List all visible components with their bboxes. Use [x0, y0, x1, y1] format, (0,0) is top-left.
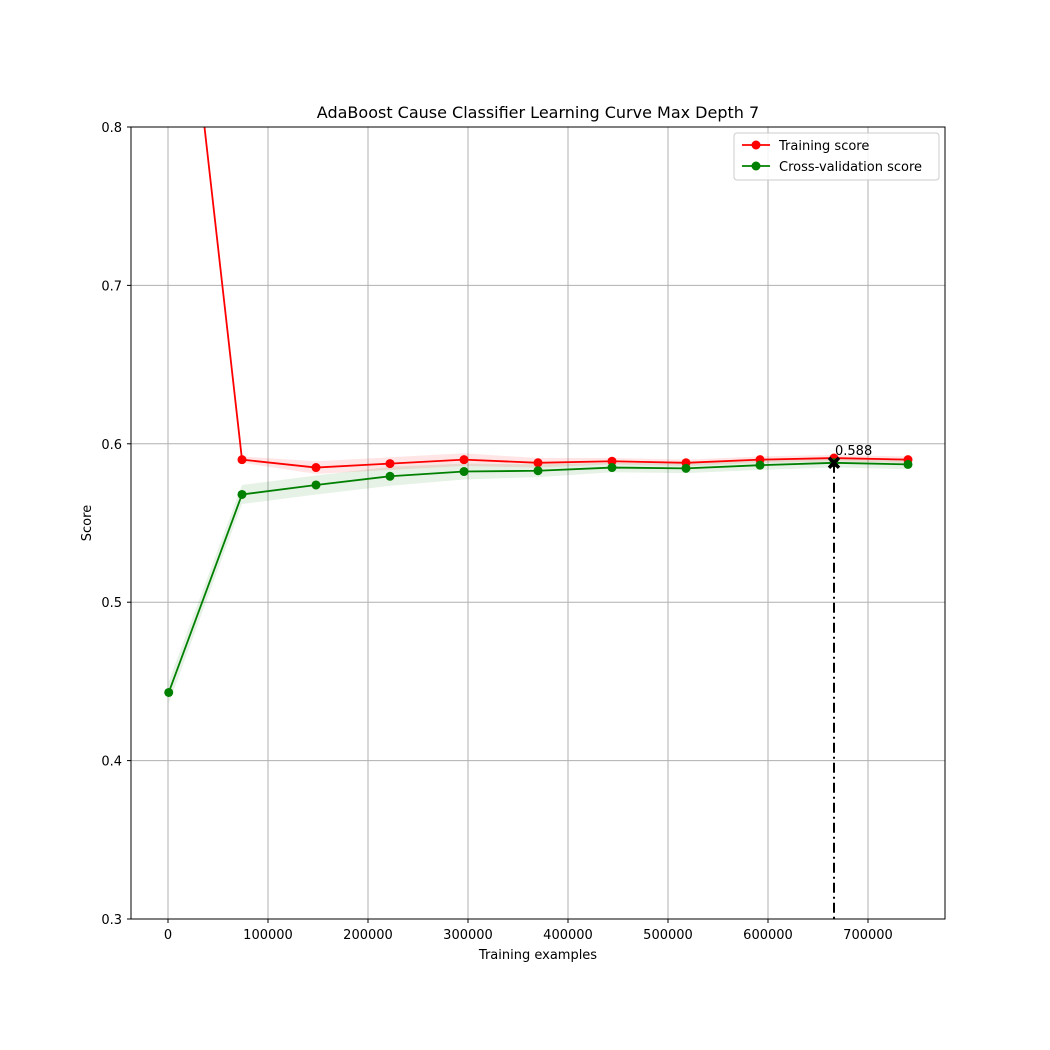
- training-score-point: [459, 455, 469, 465]
- cross-validation-score-point: [755, 460, 765, 470]
- cross-validation-score-point: [237, 489, 247, 499]
- x-tick-label: 300000: [443, 928, 493, 943]
- legend-box: [733, 132, 940, 181]
- legend-cross-validation-score-swatch-marker: [751, 161, 761, 171]
- training-score-point: [533, 458, 543, 468]
- y-tick-label: 0.3: [101, 913, 122, 928]
- cross-validation-score-point: [903, 459, 913, 469]
- x-tick-label: 100000: [243, 928, 293, 943]
- y-axis-ticks: 0.3 0.4 0.5 0.6 0.7 0.8: [101, 121, 131, 928]
- legend: Training score Cross-validation score: [733, 132, 940, 181]
- cross-validation-score-point: [459, 467, 469, 477]
- y-tick-label: 0.6: [101, 438, 122, 453]
- y-tick-label: 0.4: [101, 755, 122, 770]
- x-tick-label: 600000: [743, 928, 793, 943]
- training-score-point: [237, 455, 247, 465]
- legend-cross-validation-score-label: Cross-validation score: [779, 160, 922, 175]
- cross-validation-score-point: [311, 480, 321, 490]
- chart-title: AdaBoost Cause Classifier Learning Curve…: [317, 103, 759, 122]
- x-tick-label: 400000: [543, 928, 593, 943]
- plot-frame: [130, 126, 946, 920]
- cross-validation-score-point: [681, 463, 691, 473]
- legend-training-score-label: Training score: [778, 139, 869, 154]
- series-points: [164, 453, 913, 697]
- x-tick-label: 0: [164, 928, 172, 943]
- training-score-point: [385, 459, 395, 469]
- x-tick-label: 700000: [843, 928, 893, 943]
- y-axis-label: Score: [80, 505, 95, 541]
- x-axis-ticks: 0 100000 200000 300000 400000 500000 600000 700…: [164, 919, 893, 943]
- legend-training-score-swatch-marker: [751, 140, 761, 150]
- best-score-annotation: 0.588: [827, 444, 872, 919]
- y-tick-label: 0.7: [101, 279, 122, 294]
- annotation-x-marker: [827, 456, 841, 470]
- y-tick-label: 0.8: [101, 121, 122, 136]
- cross-validation-score-point: [533, 466, 543, 476]
- x-tick-label: 500000: [643, 928, 693, 943]
- annotation-label: 0.588: [835, 444, 872, 459]
- x-tick-label: 200000: [343, 928, 393, 943]
- training-score-point: [311, 463, 321, 473]
- cross-validation-score-point: [164, 687, 174, 697]
- training-score-point: [607, 456, 617, 466]
- cross-validation-score-point: [385, 471, 395, 481]
- x-axis-label: Training examples: [478, 948, 597, 963]
- cross-validation-score-point: [607, 463, 617, 473]
- y-tick-label: 0.5: [101, 596, 122, 611]
